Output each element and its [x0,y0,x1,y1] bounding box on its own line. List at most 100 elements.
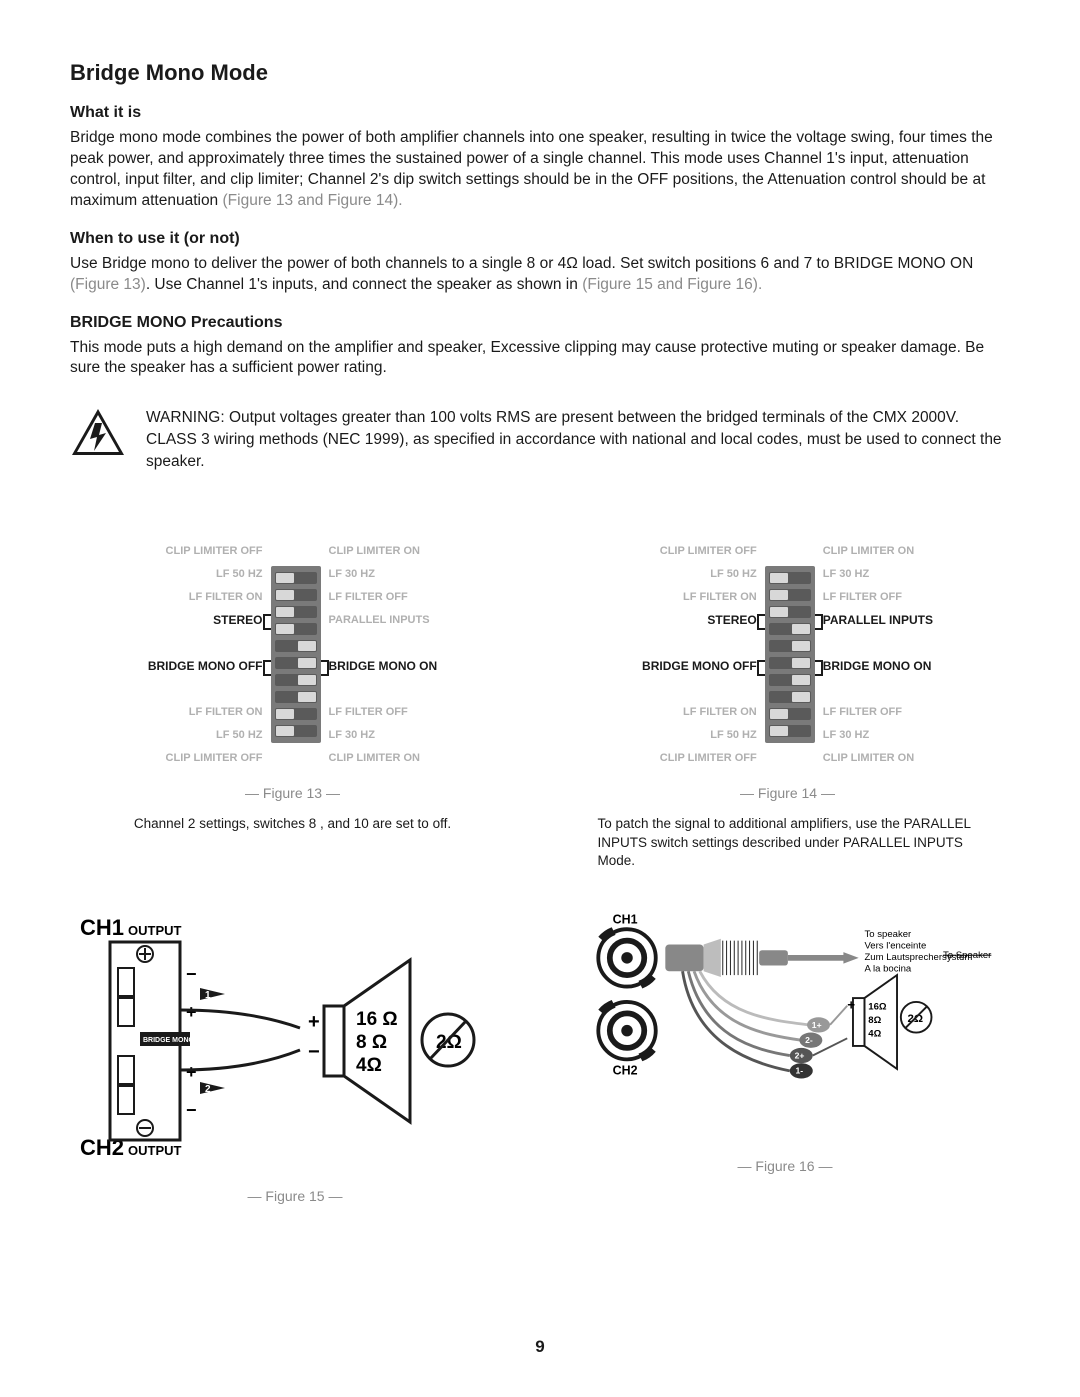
svg-text:BRIDGE MONO: BRIDGE MONO [143,1037,195,1044]
dip-switch [275,691,317,703]
fig-ref: (Figure 15 and Figure 16). [582,276,762,293]
dip-right-label: CLIP LIMITER ON [329,749,420,767]
dip-switch [769,572,811,584]
fig-ref: (Figure 13 and Figure 14). [223,192,403,209]
svg-text:8Ω: 8Ω [868,1015,881,1026]
dip-right-label: LF 30 HZ [329,565,375,583]
dip-right-label: LF 30 HZ [823,726,869,744]
para-precautions: This mode puts a high demand on the ampl… [70,338,1010,380]
svg-text:OUTPUT: OUTPUT [128,923,182,938]
svg-text:To speaker: To speaker [864,929,912,940]
dip-left-label: LF FILTER ON [189,703,263,721]
svg-text:4Ω: 4Ω [356,1055,382,1076]
dip-switch [275,589,317,601]
dip-switch [769,708,811,720]
svg-text:2: 2 [205,1084,211,1095]
fig16-caption: — Figure 16 — [738,1158,833,1174]
dip-right-label: PARALLEL INPUTS [823,611,933,629]
dip-right-label: LF 30 HZ [329,726,375,744]
dip-left-label: CLIP LIMITER OFF [166,542,263,560]
heading-when: When to use it (or not) [70,230,1010,248]
para-what: Bridge mono mode combines the power of b… [70,128,1010,212]
dip-switch [769,674,811,686]
warning-icon [70,407,126,457]
svg-text:−: − [308,1041,320,1063]
dip-left-label: LF 50 HZ [710,565,756,583]
fig15-caption: — Figure 15 — [248,1188,343,1204]
text: Bridge mono mode combines the power of b… [70,129,993,209]
dip-switch [275,623,317,635]
figure-16: CH1 CH2 [560,910,1010,1174]
dip-left-label: LF FILTER ON [189,588,263,606]
dip-switch [275,725,317,737]
svg-text:−: − [186,964,197,984]
dip-left-label: LF 50 HZ [216,726,262,744]
svg-text:16 Ω: 16 Ω [356,1009,398,1030]
dip-right-label: LF FILTER OFF [329,703,408,721]
dip-right-label: CLIP LIMITER ON [823,749,914,767]
dip-switch [275,674,317,686]
dip-right-label: LF FILTER OFF [329,588,408,606]
page-number: 9 [0,1337,1080,1357]
dip-right-label: CLIP LIMITER ON [823,542,914,560]
dip-right-label: LF 30 HZ [823,565,869,583]
dip-left-label: CLIP LIMITER OFF [166,749,263,767]
dip-left-label: CLIP LIMITER OFF [660,542,757,560]
warning-block: WARNING: Output voltages greater than 10… [70,407,1010,472]
svg-text:To Speaker: To Speaker [943,950,992,961]
svg-text:+: + [847,998,855,1013]
figure-13: CLIP LIMITER OFFLF 50 HZLF FILTER ONSTER… [70,542,515,870]
dip-right-label: LF FILTER OFF [823,703,902,721]
dip-switch [769,623,811,635]
fig14-desc: To patch the signal to additional amplif… [598,815,978,870]
svg-text:1+: 1+ [812,1020,822,1030]
dip-left-label: CLIP LIMITER OFF [660,749,757,767]
fig14-caption: — Figure 14 — [740,785,835,801]
svg-text:2+: 2+ [795,1050,805,1060]
dip-right-label: CLIP LIMITER ON [329,542,420,560]
para-when: Use Bridge mono to deliver the power of … [70,254,1010,296]
dip-switch [275,640,317,652]
svg-text:+: + [308,1011,320,1033]
wiring-diagram-15: CH1 OUTPUT CH2 OUTPUT BRIDGE MONO − + [70,910,520,1170]
dip-switch [769,657,811,669]
svg-text:16Ω: 16Ω [868,1002,887,1013]
heading-what: What it is [70,104,1010,122]
svg-text:+: + [186,1002,197,1022]
dip-switch [769,725,811,737]
svg-text:Vers l'enceinte: Vers l'enceinte [864,940,926,951]
dip-switch [275,657,317,669]
svg-text:1-: 1- [796,1066,804,1076]
svg-text:8 Ω: 8 Ω [356,1032,387,1053]
dip-switch [769,640,811,652]
svg-text:CH1: CH1 [80,915,124,940]
text: . Use Channel 1's inputs, and connect th… [146,276,582,293]
page-title: Bridge Mono Mode [70,60,1010,86]
svg-text:OUTPUT: OUTPUT [128,1143,182,1158]
dip-switch [769,589,811,601]
heading-precautions: BRIDGE MONO Precautions [70,314,1010,332]
dip-switch [275,606,317,618]
fig-ref: (Figure 13) [70,276,146,293]
dip-left-label: STEREO [707,611,756,629]
dip-switch [275,708,317,720]
dip-right-label: BRIDGE MONO ON [823,657,932,675]
svg-text:2-: 2- [805,1035,813,1045]
svg-text:+: + [186,1062,197,1082]
svg-text:1: 1 [205,990,211,1001]
text: Use Bridge mono to deliver the power of … [70,255,973,272]
wiring-diagram-16: CH1 CH2 [560,910,1010,1140]
dip-left-label: LF FILTER ON [683,588,757,606]
svg-text:4Ω: 4Ω [868,1028,881,1039]
dip-right-label: LF FILTER OFF [823,588,902,606]
svg-text:A la bocina: A la bocina [864,963,911,974]
dip-left-label: BRIDGE MONO OFF [642,657,757,675]
figure-15: CH1 OUTPUT CH2 OUTPUT BRIDGE MONO − + [70,910,520,1204]
fig13-desc: Channel 2 settings, switches 8 , and 10 … [134,815,451,833]
warning-text: WARNING: Output voltages greater than 10… [146,407,1010,472]
svg-text:CH1: CH1 [613,912,638,926]
fig13-caption: — Figure 13 — [245,785,340,801]
dip-left-label: LF 50 HZ [216,565,262,583]
svg-text:−: − [186,1100,197,1120]
dip-switch [769,606,811,618]
